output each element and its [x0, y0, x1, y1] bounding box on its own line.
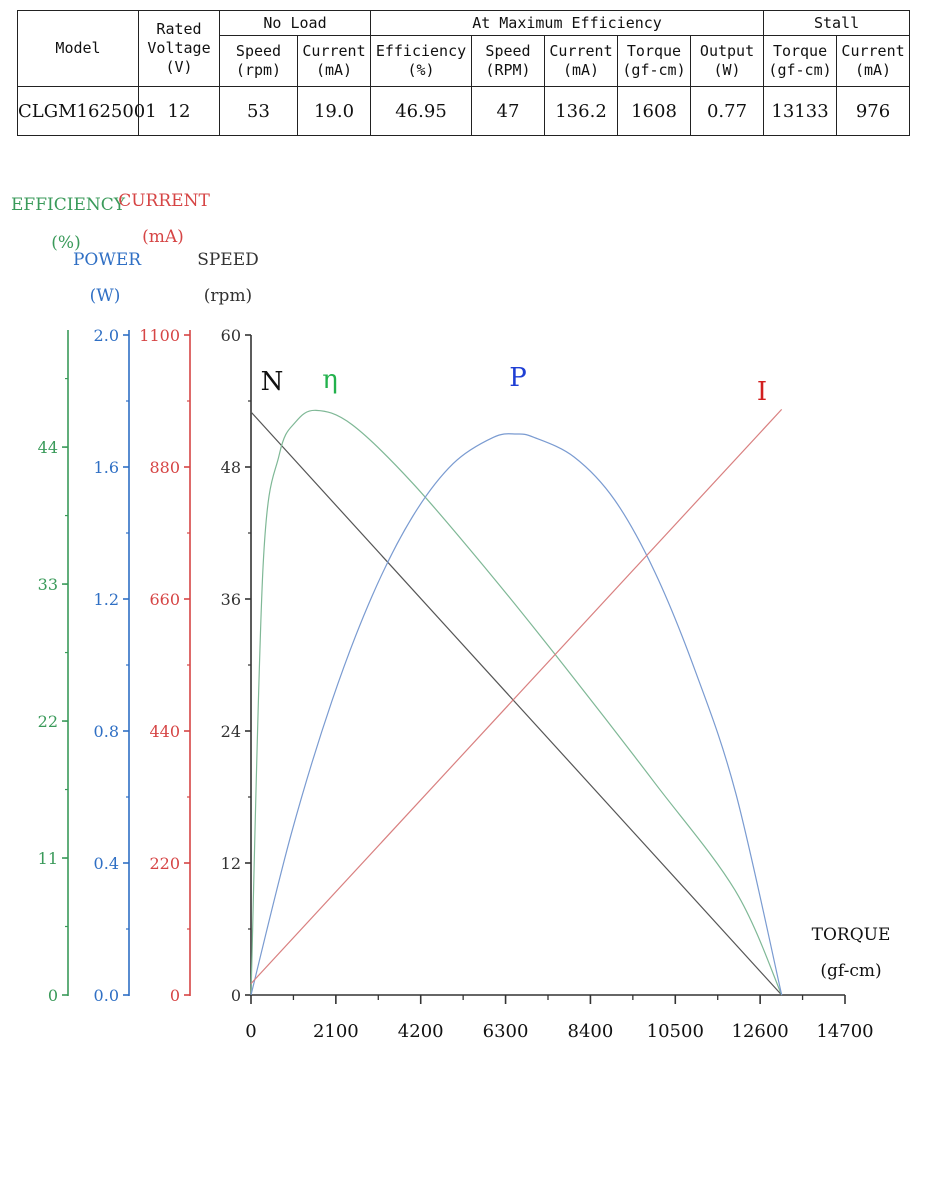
series-label-speed: N — [261, 367, 284, 397]
value-cell: 976 — [836, 86, 911, 136]
header-rated-voltage-l1: Rated — [156, 20, 202, 38]
sub-header-label: Current — [841, 42, 905, 60]
sub-header-label: Torque — [626, 42, 682, 60]
y-tick-label-power: 1.2 — [94, 590, 119, 609]
value-cell: 136.2 — [544, 86, 618, 136]
y-axis-unit-current: (mA) — [142, 227, 184, 247]
sub-header-unit: (gf-cm) — [622, 61, 686, 79]
y-tick-label-speed: 12 — [221, 854, 241, 873]
header-rated-voltage-l2: Voltage — [147, 39, 211, 57]
model-cell: CLGM1625001 — [17, 86, 157, 136]
value-cell: 12 — [138, 86, 220, 136]
y-tick-label-efficiency: 33 — [38, 575, 58, 594]
header-rated-voltage-l3: (V) — [165, 58, 193, 76]
y-axis-title-speed: SPEED — [197, 250, 259, 270]
header-max-efficiency: At Maximum Efficiency — [369, 10, 765, 36]
series-line-efficiency — [250, 409, 783, 996]
series-line-speed — [250, 411, 783, 996]
value-cell: 53 — [219, 86, 298, 136]
y-tick-label-current: 880 — [149, 458, 180, 477]
spec-table: Model Rated Voltage (V) No Load At Maxim… — [17, 10, 911, 136]
y-tick-label-power: 0.8 — [94, 722, 119, 741]
y-axis-title-power: POWER — [73, 250, 142, 270]
y-tick-label-speed: 60 — [221, 326, 241, 345]
sub-header-label: Efficiency — [375, 42, 467, 60]
x-tick-label: 0 — [245, 1021, 256, 1042]
sub-header-cell: Current (mA) — [836, 35, 911, 87]
sub-header-cell: Speed (RPM) — [471, 35, 545, 87]
value-cell: 13133 — [763, 86, 838, 136]
y-tick-label-efficiency: 11 — [38, 849, 58, 868]
sub-header-label: Current — [549, 42, 613, 60]
sub-header-unit: (mA) — [315, 61, 353, 79]
table-row: CLGM1625001 12 53 19.0 46.95 47 136.2 1608 0.77 1… — [17, 86, 911, 136]
y-tick-label-current: 660 — [149, 590, 180, 609]
sub-header-unit: (mA) — [562, 61, 600, 79]
x-tick-label: 6300 — [483, 1021, 529, 1042]
series-line-current — [250, 408, 783, 985]
x-tick-label: 14700 — [816, 1021, 873, 1042]
sub-header-label: Speed — [235, 42, 282, 60]
y-tick-label-efficiency: 0 — [48, 986, 58, 1005]
value-cell: 0.77 — [689, 86, 765, 136]
y-tick-label-speed: 0 — [231, 986, 241, 1005]
x-tick-label: 2100 — [313, 1021, 359, 1042]
series-label-current: I — [757, 377, 767, 407]
y-axis-title-efficiency: EFFICIENCY — [11, 195, 126, 215]
y-tick-label-speed: 36 — [221, 590, 241, 609]
sub-header-cell: Current (mA) — [297, 35, 371, 87]
x-axis-unit: (gf-cm) — [820, 961, 881, 981]
y-tick-label-power: 1.6 — [94, 458, 119, 477]
value-cell: 47 — [471, 86, 545, 136]
y-tick-label-current: 1100 — [139, 326, 180, 345]
sub-header-unit: (W) — [713, 61, 741, 79]
x-tick-label: 8400 — [568, 1021, 614, 1042]
header-rated-voltage: Rated Voltage (V) — [138, 10, 220, 87]
series-line-power — [250, 433, 783, 996]
y-axis-title-current: CURRENT — [118, 191, 210, 211]
y-axis-unit-power: (W) — [90, 286, 121, 306]
sub-header-unit: (mA) — [854, 61, 892, 79]
x-axis-title: TORQUE — [812, 925, 891, 945]
header-stall: Stall — [763, 10, 911, 36]
y-axis-unit-speed: (rpm) — [204, 286, 252, 306]
sub-header-unit: (RPM) — [485, 61, 531, 79]
y-tick-label-power: 0.0 — [94, 986, 119, 1005]
y-tick-label-efficiency: 22 — [38, 712, 58, 731]
y-tick-label-power: 2.0 — [94, 326, 119, 345]
sub-header-label: Torque — [772, 42, 828, 60]
sub-header-unit: (rpm) — [235, 61, 282, 79]
sub-header-label: Output — [699, 42, 755, 60]
y-tick-label-speed: 24 — [221, 722, 241, 741]
sub-header-label: Speed — [485, 42, 531, 60]
series-label-power: P — [509, 363, 527, 393]
y-tick-label-current: 220 — [149, 854, 180, 873]
value-cell: 19.0 — [297, 86, 371, 136]
sub-header-cell: Speed (rpm) — [219, 35, 298, 87]
series-label-efficiency: η — [322, 365, 338, 395]
sub-header-unit: (%) — [407, 61, 435, 79]
sub-header-unit: (gf-cm) — [768, 61, 832, 79]
y-tick-label-speed: 48 — [221, 458, 241, 477]
x-tick-label: 4200 — [398, 1021, 444, 1042]
sub-header-label: Current — [302, 42, 366, 60]
y-axis-unit-efficiency: (%) — [51, 233, 80, 253]
x-tick-label: 12600 — [732, 1021, 789, 1042]
y-tick-label-current: 440 — [149, 722, 180, 741]
y-tick-label-current: 0 — [170, 986, 180, 1005]
value-cell: 46.95 — [370, 86, 472, 136]
value-cell: 1608 — [617, 86, 691, 136]
sub-header-row: Speed (rpm) Current (mA) Efficiency (%) Speed(… — [18, 35, 911, 87]
y-tick-label-efficiency: 44 — [38, 438, 58, 457]
header-model: Model — [17, 10, 139, 87]
y-tick-label-power: 0.4 — [94, 854, 119, 873]
sub-header-cell: Output (W) — [689, 35, 765, 87]
x-tick-label: 10500 — [647, 1021, 704, 1042]
